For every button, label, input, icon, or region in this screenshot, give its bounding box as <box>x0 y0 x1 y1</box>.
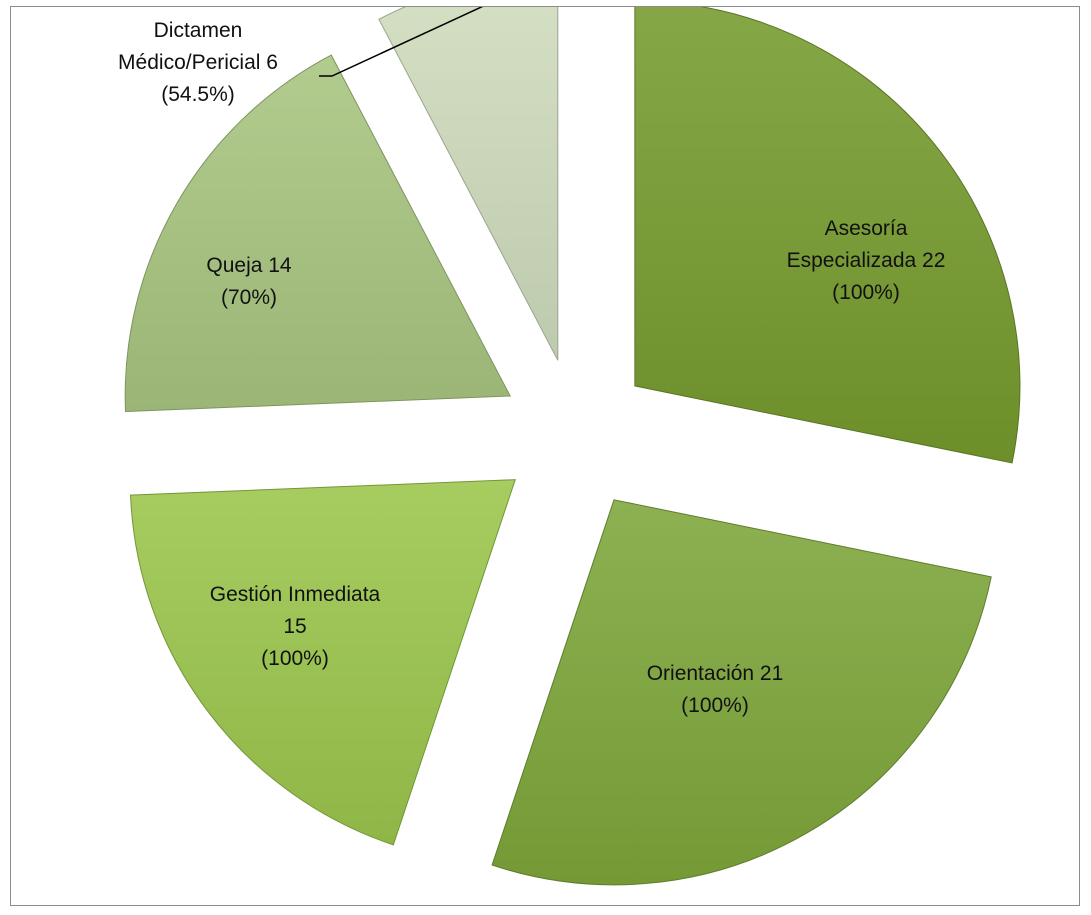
data-label-line: (54.5%) <box>161 83 235 106</box>
data-label-asesoria-especializada: Asesoría Especializada 22 (100%) <box>787 217 946 304</box>
data-label-line: Orientación 21 <box>647 662 784 685</box>
data-label-line: Dictamen <box>154 19 243 42</box>
data-label-line: Gestión Inmediata <box>210 583 381 606</box>
data-label-dictamen-medico-pericial: Dictamen Médico/Pericial 6 (54.5%) <box>118 19 278 106</box>
slices-layer <box>124 7 1021 886</box>
data-label-line: Especializada 22 <box>787 249 946 272</box>
slice-gestion-inmediata <box>130 479 516 846</box>
data-label-line: (70%) <box>221 286 277 309</box>
labels-layer: Asesoría Especializada 22 (100%)Orientació… <box>118 19 945 717</box>
data-label-orientacion: Orientación 21 (100%) <box>647 662 784 717</box>
data-label-line: (100%) <box>681 694 749 717</box>
data-label-line: Queja 14 <box>206 254 292 277</box>
data-label-line: 15 <box>283 615 306 638</box>
data-label-line: Médico/Pericial 6 <box>118 51 278 74</box>
chart-area: Asesoría Especializada 22 (100%) Orientació… <box>10 6 1080 906</box>
slice-dictamen-medico-pericial <box>378 7 559 361</box>
data-label-queja: Queja 14 (70%) <box>206 254 292 309</box>
leader-layer <box>319 7 484 77</box>
pie-chart: Asesoría Especializada 22 (100%)Orientació… <box>118 7 1021 886</box>
data-label-line: Asesoría <box>825 217 908 240</box>
data-label-line: (100%) <box>261 647 329 670</box>
data-label-gestion-inmediata: Gestión Inmediata 15 (100%) <box>210 583 381 670</box>
leader-line-dictamen-medico-pericial <box>319 7 484 77</box>
slice-orientacion <box>491 499 992 886</box>
data-label-line: (100%) <box>832 281 900 304</box>
slice-asesoria-especializada <box>634 7 1021 464</box>
slice-queja <box>124 54 511 413</box>
